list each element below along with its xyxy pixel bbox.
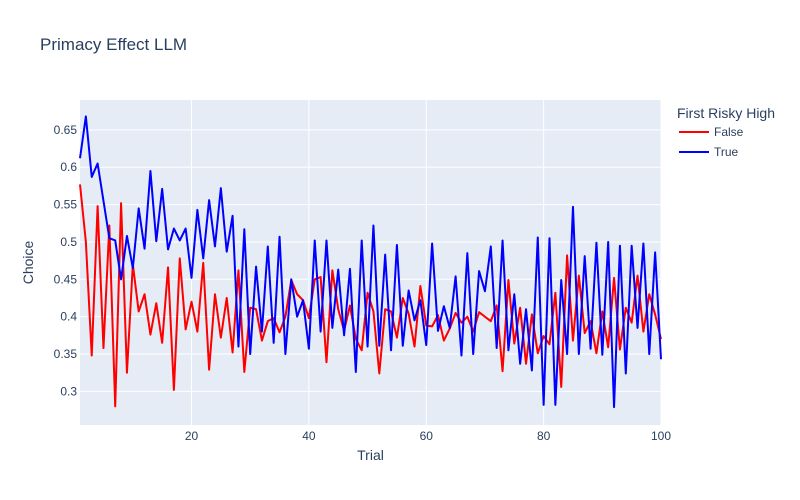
y-tick-label: 0.55 xyxy=(54,198,78,212)
plot-area xyxy=(80,100,661,425)
series-line-true xyxy=(79,115,662,409)
chart-title: Primacy Effect LLM xyxy=(40,35,187,54)
x-tick-label: 60 xyxy=(420,429,434,443)
x-tick-label: 100 xyxy=(651,429,671,443)
x-axis-title: Trial xyxy=(357,447,384,463)
y-axis-title: Choice xyxy=(20,241,36,285)
x-axis-ticks: 20 40 60 80 100 xyxy=(185,429,672,443)
x-tick-label: 80 xyxy=(537,429,551,443)
x-tick-label: 20 xyxy=(185,429,199,443)
x-tick-label: 40 xyxy=(302,429,316,443)
legend-label-true: True xyxy=(714,145,739,159)
y-tick-label: 0.5 xyxy=(60,235,77,249)
y-tick-label: 0.4 xyxy=(60,310,77,324)
legend: First Risky High False True xyxy=(677,105,775,159)
legend-title: First Risky High xyxy=(677,105,775,121)
y-axis-ticks: 0.3 0.35 0.4 0.45 0.5 0.55 0.6 0.65 xyxy=(54,123,78,398)
legend-label-false: False xyxy=(714,125,744,139)
series-layer xyxy=(79,115,662,409)
y-tick-label: 0.65 xyxy=(54,123,78,137)
y-tick-label: 0.45 xyxy=(54,272,78,286)
y-tick-label: 0.35 xyxy=(54,347,78,361)
y-tick-label: 0.3 xyxy=(60,384,77,398)
y-tick-label: 0.6 xyxy=(60,160,77,174)
